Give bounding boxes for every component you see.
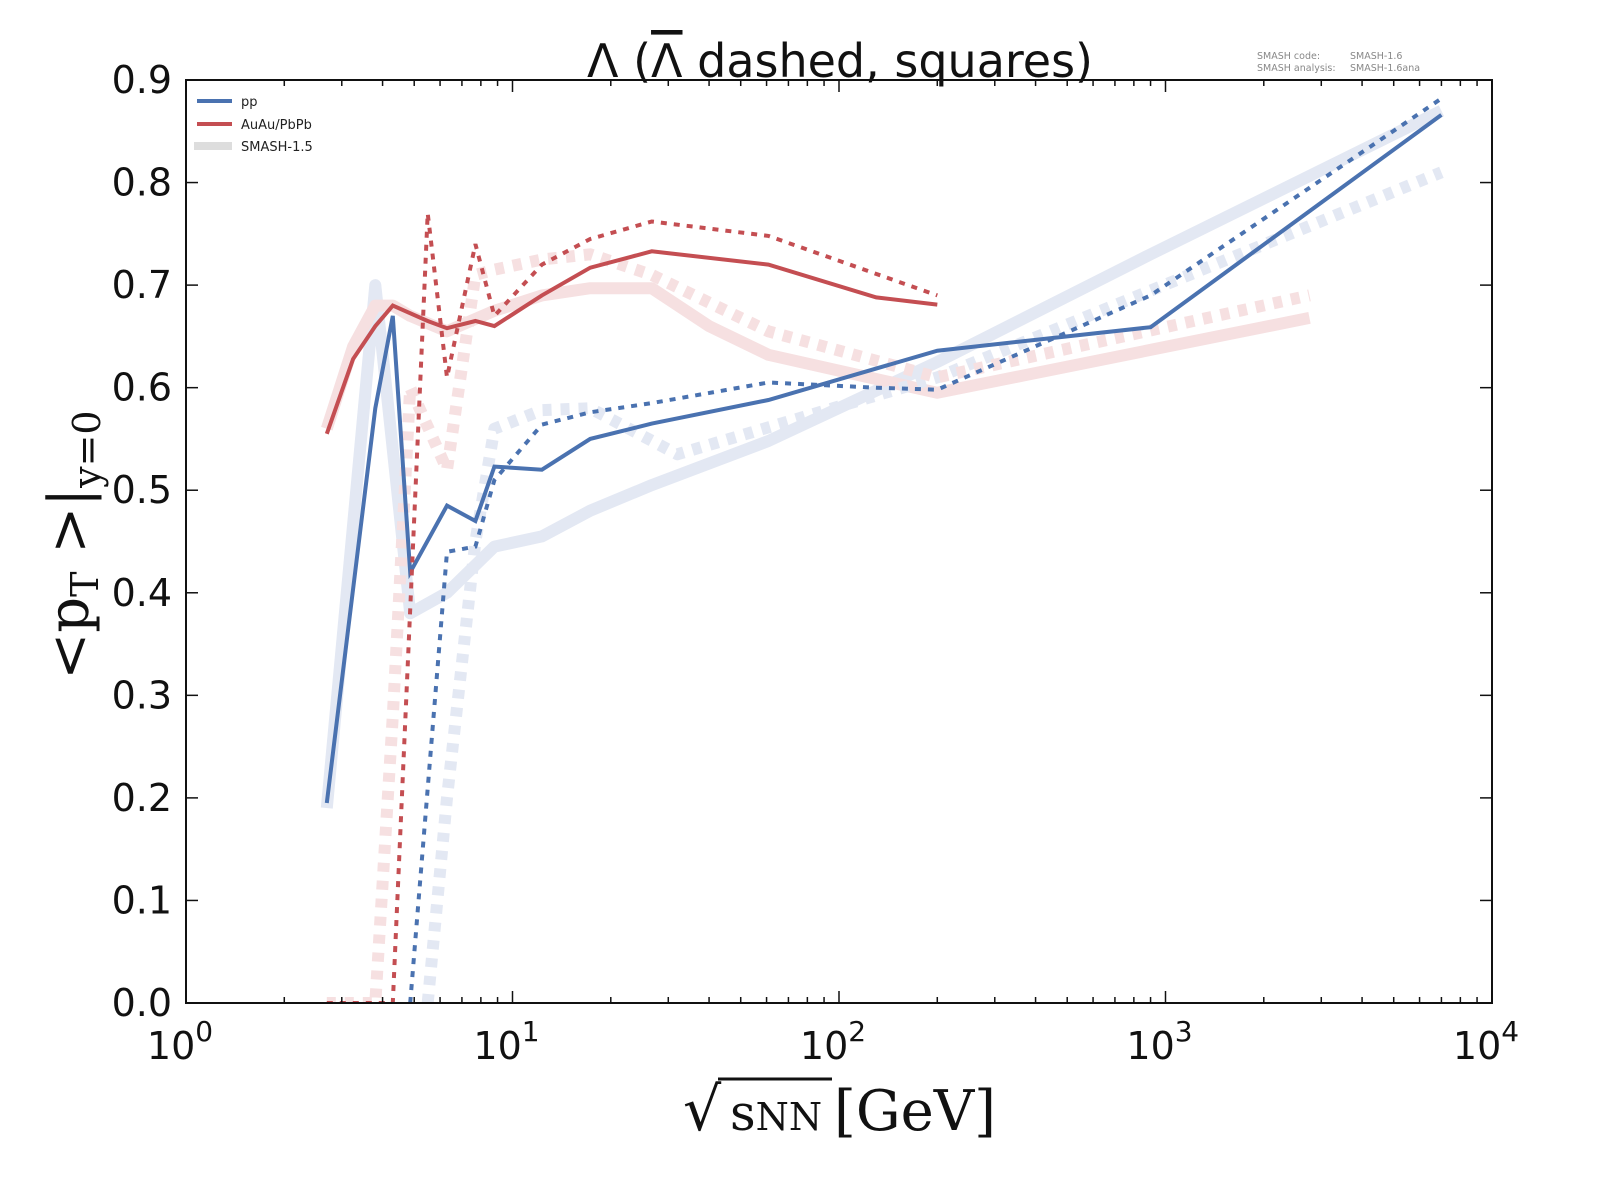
legend-label-smash15: SMASH-1.5 [241, 140, 313, 155]
annotation-analysis-key: SMASH analysis: [1257, 63, 1336, 74]
y-tick-label: 0.0 [112, 981, 172, 1025]
series-line-pp-antilambda-smash15 [421, 166, 1444, 1003]
series-layer [320, 96, 1445, 1003]
y-tick-label: 0.9 [112, 58, 172, 102]
series-line-pp-antilambda [408, 96, 1443, 1003]
y-tick-label: 0.4 [112, 571, 172, 615]
legend-label-pp: pp [241, 95, 258, 110]
legend: pp AuAu/PbPb SMASH-1.5 [194, 95, 313, 155]
tick-layer [185, 79, 1493, 1004]
x-tick-label: 102 [800, 1015, 866, 1068]
y-tick-labels: 0.0 0.1 0.2 0.3 0.4 0.5 0.6 0.7 0.8 0.9 [112, 58, 172, 1025]
series-line-pp-lambda [324, 113, 1443, 804]
y-tick-label: 0.3 [112, 673, 172, 717]
series-line-aa-lambda [324, 249, 938, 435]
version-annotation: SMASH code: SMASH-1.6 SMASH analysis: SM… [1257, 51, 1420, 74]
y-tick-label: 0.6 [112, 366, 172, 410]
y-axis-label: <pT >|y=0 [37, 410, 109, 679]
legend-label-aa: AuAu/PbPb [241, 118, 312, 133]
x-tick-label: 104 [1453, 1015, 1519, 1068]
x-tick-labels: 100 101 102 103 104 [147, 1015, 1519, 1068]
x-axis-label: √ sNN [GeV] [683, 1075, 996, 1145]
y-tick-label: 0.2 [112, 776, 172, 820]
series-line-aa-lambda-smash15 [321, 282, 1311, 431]
annotation-code-value: SMASH-1.6 [1350, 51, 1402, 62]
x-tick-label: 101 [473, 1015, 539, 1068]
x-tick-label: 103 [1126, 1015, 1192, 1068]
y-tick-label: 0.5 [112, 468, 172, 512]
svg-text:[GeV]: [GeV] [834, 1079, 996, 1144]
x-tick-label: 100 [147, 1015, 213, 1068]
svg-text:<pT >|y=0: <pT >|y=0 [37, 410, 109, 679]
y-tick-label: 0.1 [112, 878, 172, 922]
annotation-code-key: SMASH code: [1257, 51, 1320, 62]
svg-text:√: √ [683, 1075, 722, 1145]
annotation-analysis-value: SMASH-1.6ana [1350, 63, 1420, 74]
series-line-aa-antilambda-smash15 [326, 248, 1311, 1003]
y-tick-label: 0.8 [112, 161, 172, 205]
svg-text:sNN: sNN [730, 1084, 822, 1142]
y-tick-label: 0.7 [112, 263, 172, 307]
